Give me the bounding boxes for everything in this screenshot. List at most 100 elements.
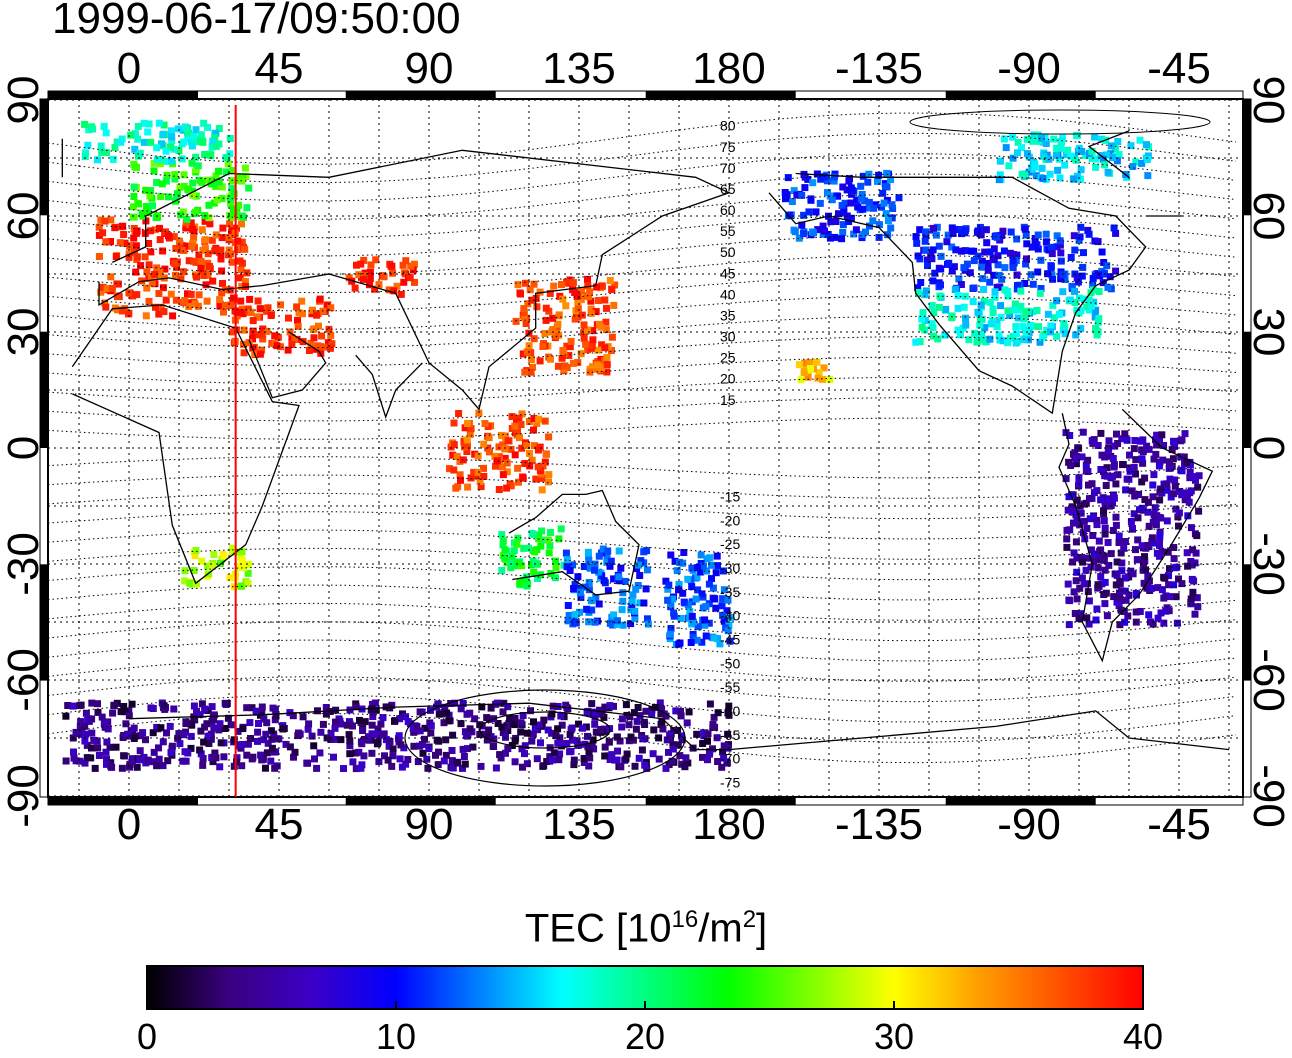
tec-cell: [62, 757, 70, 765]
tec-cell: [983, 239, 991, 247]
tec-cell: [601, 296, 609, 304]
tec-cell: [208, 703, 216, 711]
tec-cell: [155, 272, 163, 280]
tec-cell: [603, 353, 611, 361]
tec-cell: [1186, 461, 1194, 469]
tec-cell: [352, 765, 360, 773]
tec-cell: [205, 740, 213, 747]
tec-cell: [1037, 285, 1045, 292]
tec-cell: [941, 331, 949, 339]
contour-label: -40: [720, 608, 740, 624]
tec-cell: [1138, 504, 1146, 512]
tec-cell: [1093, 516, 1101, 524]
tec-cell: [554, 739, 562, 747]
tec-cell: [197, 750, 205, 758]
tec-cell: [601, 752, 609, 760]
tec-cell: [980, 286, 988, 293]
tec-cell: [593, 361, 601, 369]
tec-cell: [626, 713, 634, 721]
tec-cell: [220, 552, 228, 560]
tec-cell: [209, 277, 217, 285]
tec-cell: [132, 242, 140, 250]
tec-cell: [1173, 619, 1181, 627]
tec-cell: [117, 708, 125, 716]
tec-cell: [234, 727, 242, 735]
tec-cell: [495, 443, 503, 451]
tec-cell: [541, 330, 549, 337]
tec-cell: [1153, 441, 1161, 449]
contour-line: [48, 474, 1237, 499]
tec-cell: [782, 195, 789, 203]
tec-cell: [517, 728, 525, 736]
tec-cell: [1021, 280, 1029, 287]
lon-tick-top: 45: [254, 44, 304, 93]
tec-cell: [966, 269, 974, 277]
tec-cell: [1106, 273, 1114, 281]
tec-cell: [1082, 554, 1090, 562]
tec-cell: [918, 323, 926, 331]
tec-cell: [218, 183, 226, 191]
tec-cell: [1145, 522, 1153, 530]
tec-cell: [632, 585, 640, 593]
tec-cell: [1085, 230, 1093, 238]
tec-cell: [989, 305, 997, 313]
tec-cell: [584, 326, 591, 334]
tec-cell: [1017, 287, 1025, 295]
tec-cell: [259, 335, 267, 343]
tec-cell: [1150, 455, 1158, 463]
tec-cell: [181, 577, 189, 585]
tec-cell: [1194, 603, 1202, 611]
tec-cell: [410, 728, 418, 736]
tec-cell: [889, 205, 897, 212]
tec-cell: [674, 726, 682, 734]
colorbar-label-exponent2: 2: [742, 906, 757, 933]
tec-cell: [531, 548, 539, 556]
tec-cell: [634, 582, 642, 589]
tec-cell: [204, 250, 212, 258]
tec-cell: [94, 744, 102, 752]
tec-cell: [589, 327, 597, 335]
tec-cell: [212, 231, 220, 239]
tec-cell: [221, 699, 229, 707]
tec-cell: [349, 722, 356, 730]
tec-cell: [995, 271, 1003, 279]
tec-cell: [643, 566, 651, 574]
tec-cell: [1177, 437, 1184, 445]
tec-cell: [838, 235, 846, 243]
tec-cell: [1144, 172, 1152, 180]
lat-tick-right: 60: [1244, 191, 1292, 241]
tec-cell: [238, 548, 246, 556]
tec-cell: [520, 544, 528, 552]
tec-cell: [208, 236, 216, 244]
tec-cell: [536, 467, 544, 475]
scale-segment: [1243, 331, 1251, 448]
tec-cell: [346, 742, 354, 750]
tec-cell: [272, 712, 280, 720]
tec-cell: [648, 710, 656, 718]
tec-cell: [226, 220, 234, 228]
tec-cell: [667, 625, 675, 632]
tec-cell: [166, 722, 174, 730]
tec-cell: [610, 702, 617, 710]
contour-line: [48, 315, 1237, 349]
tec-cell: [694, 623, 702, 631]
tec-cell: [380, 273, 388, 281]
tec-cell: [402, 713, 410, 721]
tec-cell: [136, 756, 144, 764]
tec-cell: [1193, 532, 1201, 540]
tec-cell: [688, 583, 696, 591]
tec-cell: [322, 704, 330, 711]
tec-cell: [538, 486, 546, 494]
tec-cell: [797, 376, 805, 384]
tec-cell: [507, 482, 515, 490]
tec-cell: [956, 226, 964, 233]
tec-cell: [126, 242, 134, 250]
tec-cell: [914, 252, 922, 260]
tec-cell: [241, 245, 249, 253]
tec-cell: [970, 257, 978, 265]
tec-cell: [271, 716, 279, 724]
tec-cell: [395, 732, 403, 740]
tec-cell: [1079, 558, 1087, 566]
tec-cell: [800, 211, 808, 219]
tec-cell: [577, 350, 585, 358]
